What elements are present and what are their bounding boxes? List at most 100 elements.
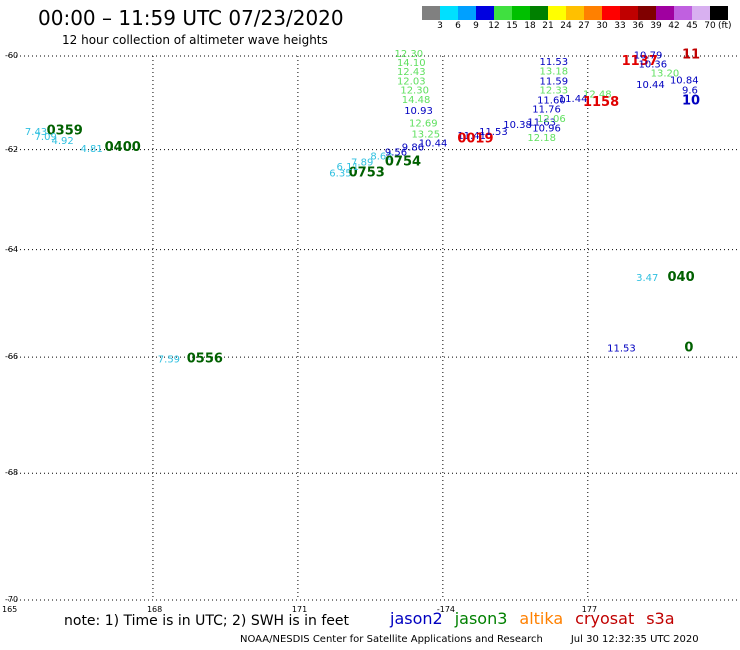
units-note: note: 1) Time is in UTC; 2) SWH is in fe… [64,613,350,629]
wave-height-label: 12.48 [583,89,612,100]
wave-height-label: 10.79 [634,50,663,61]
colorbar-cell [602,6,620,20]
colorbar-unit: (ft) [718,21,732,31]
wave-height-label: 13.18 [539,66,568,77]
wave-height-label: 10.84 [670,75,699,86]
colorbar-cell [656,6,674,20]
colorbar-label: 9 [473,21,479,31]
map-title: 00:00 – 11:59 UTC 07/23/2020 [38,6,344,30]
wave-height-label: 10.93 [404,106,433,117]
colorbar-label: 36 [632,21,644,31]
colorbar-label: 33 [614,21,626,31]
pass-time-label: 1158 [583,95,619,110]
wave-height-label: 11.59 [539,76,568,87]
colorbar-label: 70 [704,21,716,31]
colorbar-cell [620,6,638,20]
longitude-label: 168 [146,605,163,614]
colorbar-cell [440,6,458,20]
wave-height-label: 11.44 [559,94,588,105]
colorbar-label: 6 [455,21,461,31]
colorbar-label: 39 [650,21,662,31]
wave-height-label: 12.03 [397,76,426,87]
wave-height-label: 12.06 [537,114,566,125]
colorbar-label: 30 [596,21,608,31]
wave-height-label: 12.30 [395,49,424,60]
legend-jason2: jason2 [390,609,443,628]
wave-height-label: 12.69 [409,119,438,130]
wave-height-label: 10.36 [639,59,668,70]
colorbar-cell [458,6,476,20]
colorbar-label: 27 [578,21,590,31]
wave-height-label: 7.89 [351,158,373,169]
latitude-label: -68 [5,468,19,478]
wave-height-label: 12.43 [397,67,426,78]
wave-height-colorbar [422,6,728,20]
colorbar-cell [638,6,656,20]
pass-time-label: 040 [668,270,695,285]
colorbar-cell [710,6,728,20]
credit-line: NOAA/NESDIS Center for Satellite Applica… [240,634,699,645]
wave-height-label: 4.92 [51,136,73,147]
wave-height-label: 9.86 [402,143,424,154]
colorbar-cell [566,6,584,20]
wave-height-label: 11.53 [539,57,568,68]
colorbar-cell [584,6,602,20]
satellite-legend: jason2 jason3 altika cryosat s3a [390,609,687,628]
wave-height-label: 4.81 [80,144,102,155]
wave-height-label: 11.53 [479,127,508,138]
wave-height-label: 6.35 [329,168,351,179]
colorbar-cell [422,6,440,20]
latitude-label: -66 [5,352,19,362]
legend-s3a: s3a [646,609,675,628]
wave-height-label: 10.44 [419,138,448,149]
latitude-label: -60 [5,51,19,60]
wave-height-label: 12.18 [527,133,556,144]
colorbar-cell [692,6,710,20]
pass-time-label: 0359 [47,123,83,138]
credit-timestamp: Jul 30 12:32:35 UTC 2020 [570,634,699,645]
wave-height-label: 10.44 [636,80,665,91]
longitude-label: 177 [581,605,598,614]
wave-height-label: 12.30 [400,86,429,97]
wave-height-label: 11.60 [537,95,566,106]
colorbar-cell [476,6,494,20]
wave-height-label: 11.63 [527,118,556,129]
wave-height-label: 11.41 [457,131,486,142]
colorbar-cell [548,6,566,20]
colorbar-cell [494,6,512,20]
wave-height-label: 9.56 [385,147,407,158]
legend-jason3: jason3 [454,609,508,628]
longitude-label: -174 [436,605,455,614]
colorbar-label: 45 [686,21,698,31]
wave-height-label: 8.62 [370,151,392,162]
colorbar-label: 21 [542,21,554,31]
pass-time-label: 0019 [457,131,493,146]
wave-height-label: 7.09 [35,132,57,143]
wave-height-label: 12.33 [539,86,568,97]
pass-time-label: 0 [684,341,693,356]
latitude-label: -62 [5,144,19,154]
colorbar-label: 42 [668,21,680,31]
colorbar-label: 12 [488,21,500,31]
colorbar-label: 3 [437,21,443,31]
credit-org: NOAA/NESDIS Center for Satellite Applica… [240,634,543,645]
wave-height-label: 3.47 [636,273,658,284]
wave-height-label: 7.59 [158,355,180,366]
legend-altika: altika [519,609,564,628]
wave-height-label: 10.38 [503,120,532,131]
colorbar-cell [512,6,530,20]
pass-time-label: 10 [682,93,700,108]
colorbar-label: 15 [506,21,518,31]
pass-time-label: 0754 [385,155,421,170]
wave-height-label: 14.48 [402,95,431,106]
colorbar-cell [530,6,548,20]
colorbar-label: 18 [524,21,536,31]
colorbar-label: 24 [560,21,572,31]
pass-time-label: 0753 [349,165,385,180]
longitude-label: 165 [2,605,18,614]
map-subtitle: 12 hour collection of altimeter wave hei… [62,33,328,47]
latitude-label: -70 [5,595,19,604]
pass-time-label: 0400 [105,140,141,155]
pass-time-label: 11 [682,47,700,62]
